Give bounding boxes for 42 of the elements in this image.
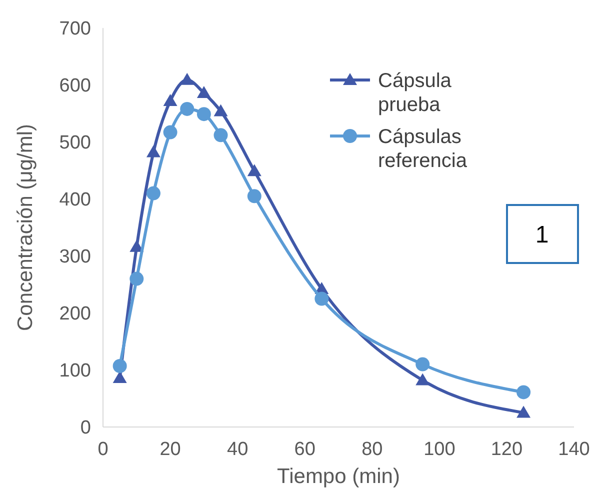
- point: [516, 385, 531, 400]
- y-tick-label: 600: [59, 76, 91, 97]
- point: [416, 373, 430, 386]
- point: [130, 272, 144, 286]
- y-tick-label: 500: [59, 132, 91, 154]
- legend-label: Cápsulas referencia: [378, 126, 468, 172]
- x-axis-title: Tiempo (min): [277, 465, 400, 488]
- x-tick-label: 80: [362, 439, 383, 460]
- point: [247, 164, 262, 176]
- y-tick-label: 0: [80, 418, 91, 439]
- point: [214, 128, 228, 142]
- point: [196, 86, 211, 98]
- point: [112, 370, 127, 383]
- point: [516, 406, 531, 418]
- x-tick-label: 100: [424, 439, 456, 460]
- point: [163, 125, 178, 140]
- x-tick-label: 60: [294, 439, 316, 460]
- point: [146, 145, 160, 158]
- point: [146, 186, 160, 200]
- point: [314, 292, 329, 306]
- point: [112, 359, 127, 374]
- y-tick-label: 200: [59, 304, 91, 325]
- point: [180, 72, 194, 85]
- x-tick-label: 140: [558, 439, 590, 460]
- point: [163, 94, 178, 106]
- y-axis-title: Concentración (μg/ml): [14, 124, 37, 332]
- point: [416, 357, 430, 372]
- point: [130, 240, 144, 252]
- y-tick-label: 700: [59, 18, 91, 40]
- x-tick-label: 120: [490, 439, 523, 460]
- point: [214, 104, 228, 116]
- y-tick-label: 300: [59, 246, 91, 268]
- x-tick-label: 40: [227, 439, 248, 460]
- x-tick-label: 20: [160, 439, 181, 460]
- x-tick-label: 0: [98, 439, 108, 460]
- annotation: 1: [535, 221, 549, 248]
- y-tick-label: 400: [59, 190, 91, 211]
- point: [180, 102, 194, 116]
- legend-label: Cápsula prueba: [378, 70, 452, 116]
- point: [247, 189, 262, 204]
- point: [196, 107, 211, 122]
- y-tick-label: 100: [59, 360, 91, 382]
